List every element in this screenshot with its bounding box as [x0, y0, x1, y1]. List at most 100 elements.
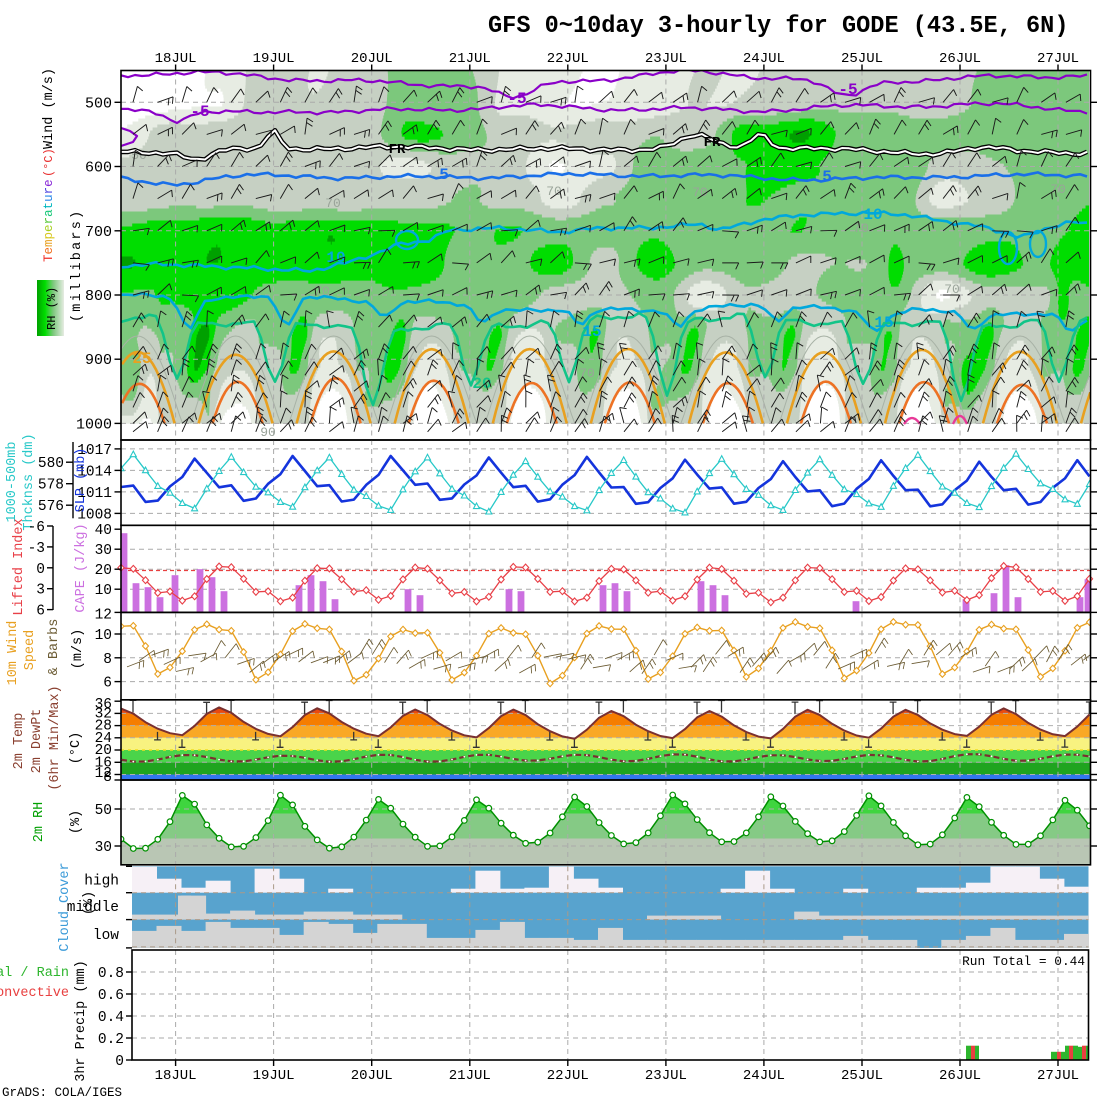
svg-text:21JUL: 21JUL — [449, 1068, 491, 1084]
svg-text:2m Temp: 2m Temp — [12, 713, 27, 770]
svg-text:GrADS: COLA/IGES: GrADS: COLA/IGES — [2, 1086, 122, 1100]
svg-text:RH (%): RH (%) — [45, 287, 59, 330]
svg-text:3hr Precip (mm): 3hr Precip (mm) — [74, 960, 89, 1082]
svg-text:Lifted Index: Lifted Index — [12, 518, 27, 615]
svg-text:FR: FR — [389, 142, 406, 158]
svg-text:5: 5 — [439, 166, 449, 184]
svg-text:40: 40 — [95, 523, 112, 539]
svg-text:24JUL: 24JUL — [743, 1068, 785, 1084]
svg-text:6: 6 — [36, 604, 45, 620]
svg-text:25: 25 — [132, 350, 151, 368]
svg-text:576: 576 — [38, 499, 64, 515]
svg-text:18JUL: 18JUL — [155, 51, 197, 67]
svg-text:12: 12 — [95, 766, 112, 782]
svg-text:1000: 1000 — [76, 416, 112, 433]
svg-text:(%): (%) — [82, 891, 97, 915]
svg-text:30: 30 — [95, 543, 112, 559]
svg-text:19JUL: 19JUL — [253, 51, 295, 67]
svg-text:10: 10 — [95, 583, 112, 599]
svg-text:8: 8 — [103, 652, 112, 668]
svg-text:20JUL: 20JUL — [351, 51, 393, 67]
svg-text:Thcknss (dm): Thcknss (dm) — [22, 433, 37, 530]
svg-text:-6: -6 — [28, 520, 45, 536]
svg-text:1000-500mb: 1000-500mb — [5, 441, 20, 522]
svg-text:Wind (m/s): Wind (m/s) — [42, 68, 57, 149]
svg-text:23JUL: 23JUL — [645, 1068, 687, 1084]
svg-text:GFS 0~10day 3-hourly for GODE: GFS 0~10day 3-hourly for GODE (43.5E, 6N… — [488, 13, 1069, 40]
svg-text:22JUL: 22JUL — [547, 51, 589, 67]
svg-text:26JUL: 26JUL — [939, 51, 981, 67]
svg-text:10m Wind: 10m Wind — [6, 621, 21, 686]
svg-text:10: 10 — [863, 206, 882, 224]
svg-text:& Barbs: & Barbs — [47, 619, 62, 676]
svg-text:578: 578 — [38, 478, 64, 494]
svg-text:-3: -3 — [28, 541, 45, 557]
svg-text:2m RH: 2m RH — [32, 802, 47, 843]
svg-text:-5: -5 — [190, 103, 209, 121]
svg-text:FR: FR — [704, 135, 721, 151]
svg-text:12: 12 — [95, 607, 112, 623]
svg-text:28: 28 — [95, 719, 112, 735]
svg-text:(°C): (°C) — [42, 148, 56, 177]
svg-text:-5: -5 — [838, 81, 857, 99]
svg-text:5: 5 — [822, 168, 832, 186]
svg-text:30: 30 — [95, 840, 112, 856]
svg-text:(°C): (°C) — [69, 732, 84, 764]
svg-text:Convective: Convective — [0, 986, 69, 1001]
svg-text:900: 900 — [85, 352, 112, 369]
svg-text:700: 700 — [85, 224, 112, 241]
svg-text:(6hr Min/Max): (6hr Min/Max) — [48, 685, 63, 790]
svg-text:SLP (mb): SLP (mb) — [74, 448, 89, 513]
svg-text:3: 3 — [36, 583, 45, 599]
svg-text:25JUL: 25JUL — [841, 1068, 883, 1084]
svg-text:(%): (%) — [69, 810, 84, 834]
svg-text:0.8: 0.8 — [98, 966, 124, 982]
svg-text:70: 70 — [853, 221, 869, 236]
svg-text:0.6: 0.6 — [98, 988, 124, 1004]
svg-text:21JUL: 21JUL — [449, 51, 491, 67]
svg-text:Run Total = 0.44: Run Total = 0.44 — [962, 954, 1085, 969]
svg-text:70: 70 — [325, 196, 341, 211]
svg-text:25JUL: 25JUL — [841, 51, 883, 67]
svg-text:50: 50 — [95, 803, 112, 819]
svg-text:Cloud Cover: Cloud Cover — [58, 862, 73, 951]
svg-text:19JUL: 19JUL — [253, 1068, 295, 1084]
svg-text:16: 16 — [95, 755, 112, 771]
svg-text:15: 15 — [582, 323, 601, 341]
svg-text:6: 6 — [103, 676, 112, 692]
svg-text:0: 0 — [36, 562, 45, 578]
svg-text:15: 15 — [874, 314, 893, 332]
svg-text:0: 0 — [115, 1054, 124, 1070]
svg-text:70: 70 — [944, 282, 960, 297]
svg-text:10: 10 — [95, 628, 112, 644]
svg-text:580: 580 — [38, 456, 64, 472]
svg-text:23JUL: 23JUL — [645, 51, 687, 67]
svg-text:26JUL: 26JUL — [939, 1068, 981, 1084]
svg-text:20JUL: 20JUL — [351, 1068, 393, 1084]
svg-text:70: 70 — [1050, 182, 1066, 197]
svg-text:22JUL: 22JUL — [547, 1068, 589, 1084]
svg-text:20: 20 — [472, 375, 491, 393]
svg-text:Temperature: Temperature — [42, 179, 56, 262]
svg-text:middle: middle — [67, 900, 119, 916]
svg-text:90: 90 — [260, 425, 276, 440]
svg-text:1008: 1008 — [77, 507, 112, 523]
svg-text:70: 70 — [692, 185, 708, 200]
svg-text:27JUL: 27JUL — [1037, 1068, 1079, 1084]
svg-text:24: 24 — [95, 731, 112, 747]
svg-text:0.4: 0.4 — [98, 1010, 124, 1026]
svg-text:32: 32 — [95, 706, 112, 722]
svg-text:800: 800 — [85, 288, 112, 305]
svg-text:low: low — [93, 928, 119, 944]
svg-text:high: high — [84, 874, 119, 890]
svg-text:2m DewPt: 2m DewPt — [30, 709, 45, 774]
svg-text:27JUL: 27JUL — [1037, 51, 1079, 67]
svg-text:CAPE (J/kg): CAPE (J/kg) — [74, 523, 89, 612]
svg-text:600: 600 — [85, 160, 112, 177]
svg-text:(millibars): (millibars) — [70, 209, 85, 322]
svg-text:1011: 1011 — [77, 486, 112, 502]
svg-text:Speed: Speed — [23, 630, 38, 671]
svg-text:20: 20 — [95, 563, 112, 579]
svg-text:20: 20 — [95, 743, 112, 759]
svg-text:18JUL: 18JUL — [155, 1068, 197, 1084]
